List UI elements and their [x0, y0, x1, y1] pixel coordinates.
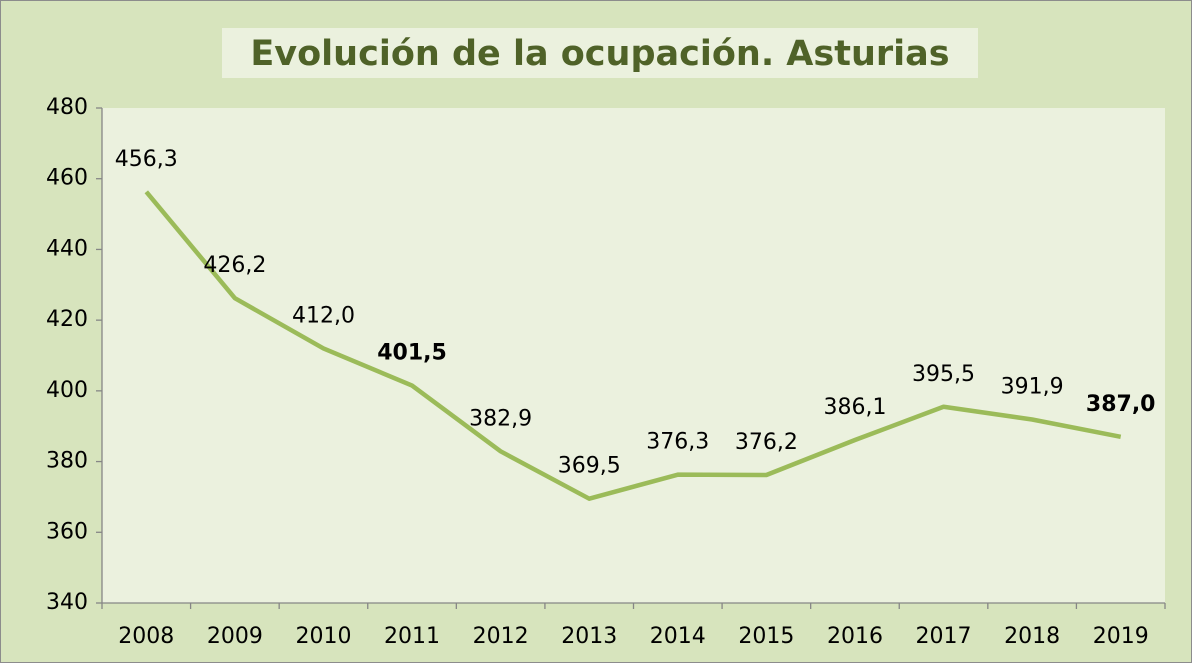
y-tick-label: 400	[46, 378, 88, 403]
x-tick-label: 2019	[1093, 624, 1149, 649]
y-tick-label: 480	[46, 95, 88, 120]
data-label: 391,9	[1001, 374, 1064, 399]
data-label: 386,1	[823, 395, 886, 420]
x-tick-label: 2011	[384, 624, 440, 649]
data-label: 395,5	[912, 362, 975, 387]
data-label: 382,9	[469, 406, 532, 431]
x-tick-label: 2017	[916, 624, 972, 649]
x-tick-label: 2012	[473, 624, 529, 649]
y-tick-label: 380	[46, 449, 88, 474]
data-label: 376,3	[646, 430, 709, 455]
x-tick-label: 2008	[118, 624, 174, 649]
title-box	[222, 28, 978, 78]
y-tick-label: 360	[46, 519, 88, 544]
x-tick-label: 2014	[650, 624, 706, 649]
x-tick-label: 2015	[738, 624, 794, 649]
y-tick-label: 460	[46, 166, 88, 191]
line	[144, 190, 1122, 501]
x-tick-label: 2018	[1004, 624, 1060, 649]
y-tick-label: 420	[46, 307, 88, 332]
data-label: 401,5	[377, 341, 447, 366]
data-label: 456,3	[115, 147, 178, 172]
data-label: 426,2	[203, 253, 266, 278]
chart-title: Evolución de la ocupación. Asturias	[250, 34, 949, 74]
x-tick-label: 2010	[295, 624, 351, 649]
x-tick-label: 2016	[827, 624, 883, 649]
x-tick-label: 2013	[561, 624, 617, 649]
y-tick-label: 440	[46, 236, 88, 261]
y-tick-label: 340	[46, 590, 88, 615]
data-label: 387,0	[1086, 392, 1156, 417]
data-label: 369,5	[558, 454, 621, 479]
data-label: 412,0	[292, 303, 355, 328]
x-tick-label: 2009	[207, 624, 263, 649]
data-label: 376,2	[735, 430, 798, 455]
plot-area	[102, 108, 1165, 603]
